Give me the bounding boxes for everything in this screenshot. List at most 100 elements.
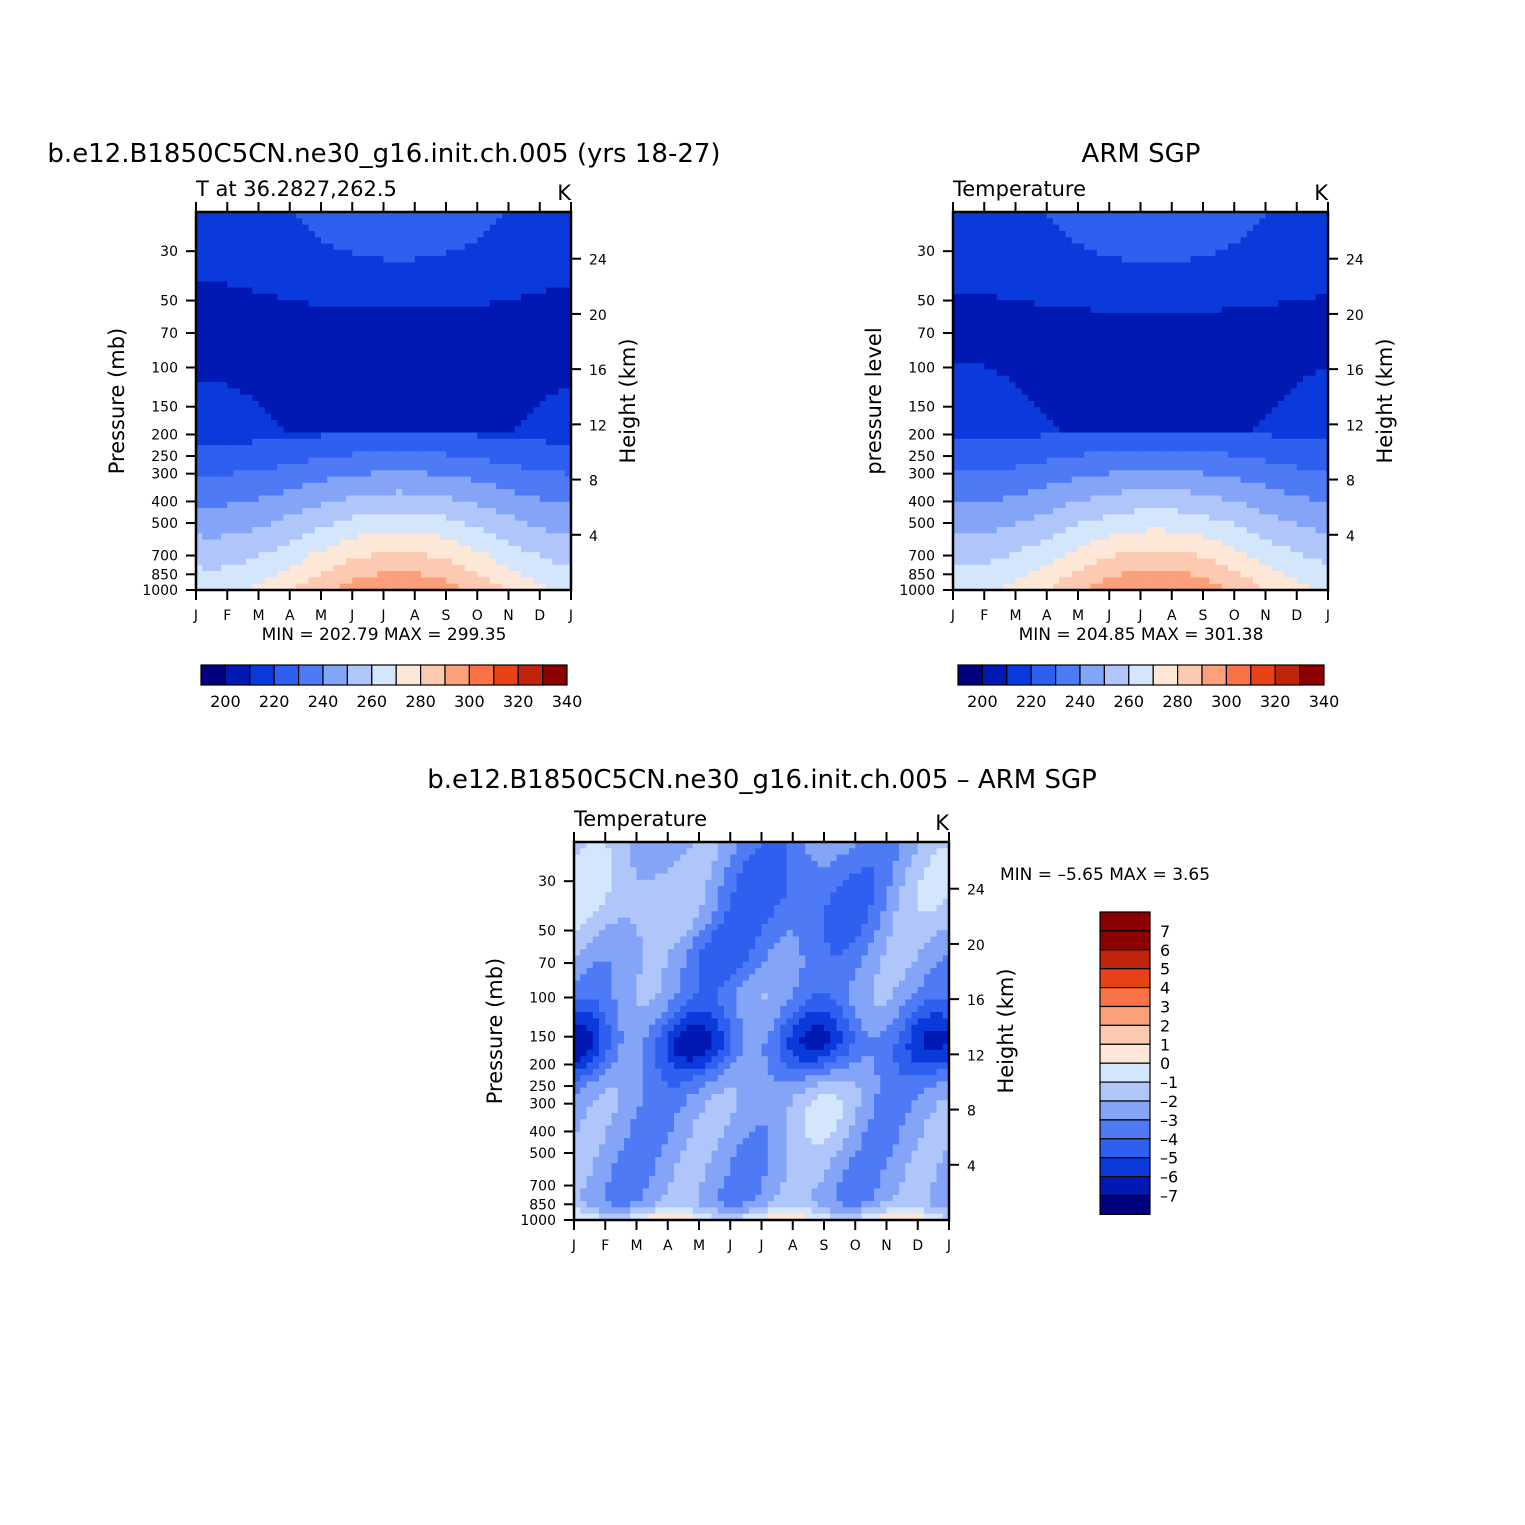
contour-cell <box>489 451 497 459</box>
contour-cell <box>271 350 278 358</box>
contour-cell <box>959 356 967 364</box>
contour-cell <box>483 212 491 219</box>
contour-cell <box>1078 312 1085 320</box>
contour-cell <box>1290 230 1298 238</box>
contour-cell <box>502 426 510 434</box>
contour-cell <box>477 218 485 226</box>
contour-cell <box>314 489 322 497</box>
contour-cell <box>221 306 228 314</box>
contour-cell <box>464 312 472 320</box>
contour-cell <box>471 300 478 308</box>
contour-cell <box>289 514 297 522</box>
contour-cell <box>533 539 541 547</box>
contour-cell <box>383 375 391 383</box>
contour-cell <box>446 583 453 591</box>
contour-cell <box>1146 281 1154 289</box>
contour-cell <box>246 375 253 383</box>
contour-cell <box>527 583 535 591</box>
contour-cell <box>458 482 466 490</box>
contour-cell <box>283 212 291 219</box>
contour-cell <box>1178 287 1185 295</box>
contour-cell <box>408 237 416 245</box>
contour-cell <box>464 451 472 459</box>
contour-cell <box>471 445 478 452</box>
contour-cell <box>264 319 272 326</box>
contour-cell <box>464 545 472 553</box>
contour-cell <box>246 413 253 421</box>
contour-cell <box>1103 319 1110 326</box>
contour-cell <box>433 281 441 289</box>
contour-cell <box>377 394 385 402</box>
contour-cell <box>252 432 260 440</box>
contour-cell <box>252 401 260 408</box>
contour-cell <box>333 262 341 270</box>
contour-cell <box>953 218 960 226</box>
contour-cell <box>452 552 460 560</box>
contour-cell <box>239 218 247 226</box>
contour-cell <box>321 545 328 553</box>
contour-cell <box>959 325 967 333</box>
contour-cell <box>383 432 391 440</box>
contour-cell <box>233 583 241 591</box>
contour-cell <box>233 527 241 534</box>
contour-cell <box>258 495 266 503</box>
contour-cell <box>1253 287 1260 295</box>
contour-cell <box>1178 306 1185 314</box>
contour-cell <box>1240 338 1248 345</box>
contour-cell <box>208 514 216 522</box>
contour-cell <box>358 501 366 509</box>
contour-cell <box>1196 287 1204 295</box>
contour-cell <box>283 552 291 560</box>
contour-cell <box>959 293 967 301</box>
contour-cell <box>552 369 560 377</box>
contour-cell <box>558 533 566 541</box>
contour-cell <box>502 268 510 276</box>
contour-cell <box>508 476 516 484</box>
contour-cell <box>533 419 541 427</box>
contour-cell <box>1146 224 1154 232</box>
contour-cell <box>546 514 553 522</box>
contour-cell <box>1265 212 1273 219</box>
contour-cell <box>965 356 973 364</box>
contour-cell <box>246 401 253 408</box>
contour-cell <box>389 552 397 560</box>
contour-cell <box>208 331 216 339</box>
contour-cell <box>452 268 460 276</box>
contour-cell <box>965 243 973 251</box>
contour-cell <box>539 293 547 301</box>
contour-cell <box>414 413 422 421</box>
contour-cell <box>339 577 347 585</box>
contour-cell <box>533 319 541 326</box>
contour-cell <box>1278 224 1285 232</box>
contour-cell <box>458 539 466 547</box>
contour-cell <box>508 539 516 547</box>
contour-cell <box>396 470 403 478</box>
contour-cell <box>427 407 435 415</box>
contour-cell <box>333 438 341 446</box>
contour-cell <box>377 533 385 541</box>
contour-cell <box>196 564 203 572</box>
contour-cell <box>208 350 216 358</box>
contour-cell <box>508 350 516 358</box>
contour-cell <box>953 249 960 257</box>
contour-cell <box>258 319 266 326</box>
contour-cell <box>1228 281 1235 289</box>
contour-cell <box>308 451 316 459</box>
contour-cell <box>239 457 247 465</box>
contour-cell <box>1065 312 1073 320</box>
contour-cell <box>227 583 235 591</box>
contour-cell <box>527 476 535 484</box>
contour-cell <box>1065 268 1073 276</box>
contour-cell <box>321 508 328 515</box>
contour-cell <box>1215 306 1223 314</box>
contour-cell <box>283 438 291 446</box>
contour-cell <box>227 571 235 578</box>
contour-cell <box>314 212 322 219</box>
contour-cell <box>264 571 272 578</box>
contour-cell <box>296 482 303 490</box>
contour-cell <box>1071 249 1079 257</box>
contour-cell <box>421 281 428 289</box>
contour-cell <box>296 300 303 308</box>
contour-cell <box>953 243 960 251</box>
contour-cell <box>283 495 291 503</box>
